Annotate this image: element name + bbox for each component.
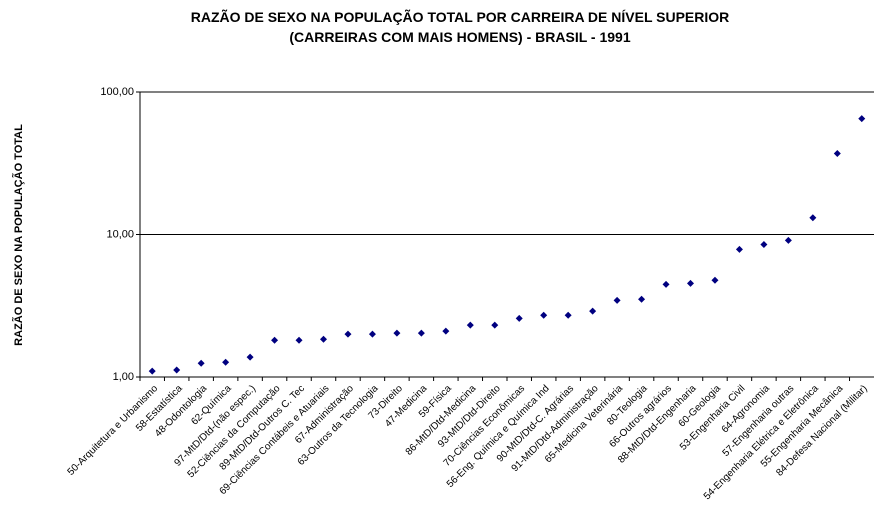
x-tick-label: 50-Arquitetura e Urbanismo (66, 383, 161, 478)
marker (735, 245, 743, 253)
y-tick-label: 1,00 (113, 371, 134, 383)
marker (809, 214, 817, 222)
marker (638, 295, 646, 303)
marker (222, 358, 230, 366)
y-tick-label: 10,00 (106, 228, 134, 240)
marker (295, 336, 303, 344)
marker (320, 335, 327, 343)
marker (491, 321, 499, 329)
marker (662, 280, 670, 288)
y-axis-label: RAZÃO DE SEXO NA POPULAÇÃO TOTAL (12, 124, 25, 346)
marker (760, 241, 768, 249)
marker (589, 307, 597, 315)
marker (515, 314, 523, 322)
chart-title: (CARREIRAS COM MAIS HOMENS) - BRASIL - 1… (289, 29, 630, 45)
marker (148, 367, 156, 375)
marker (271, 336, 279, 344)
marker (833, 150, 841, 158)
marker (564, 311, 572, 319)
marker (711, 276, 719, 284)
marker (393, 329, 401, 337)
marker (858, 115, 866, 123)
marker (442, 327, 450, 335)
marker (246, 353, 254, 361)
marker (687, 279, 694, 287)
marker (784, 236, 792, 244)
marker (197, 359, 205, 367)
marker (368, 330, 376, 338)
chart-title: RAZÃO DE SEXO NA POPULAÇÃO TOTAL POR CAR… (191, 8, 730, 25)
y-tick-label: 100,00 (100, 86, 134, 98)
marker (613, 296, 621, 304)
marker (417, 329, 425, 337)
marker (540, 311, 548, 319)
marker (466, 321, 474, 329)
marker (344, 330, 352, 338)
marker (173, 366, 181, 374)
